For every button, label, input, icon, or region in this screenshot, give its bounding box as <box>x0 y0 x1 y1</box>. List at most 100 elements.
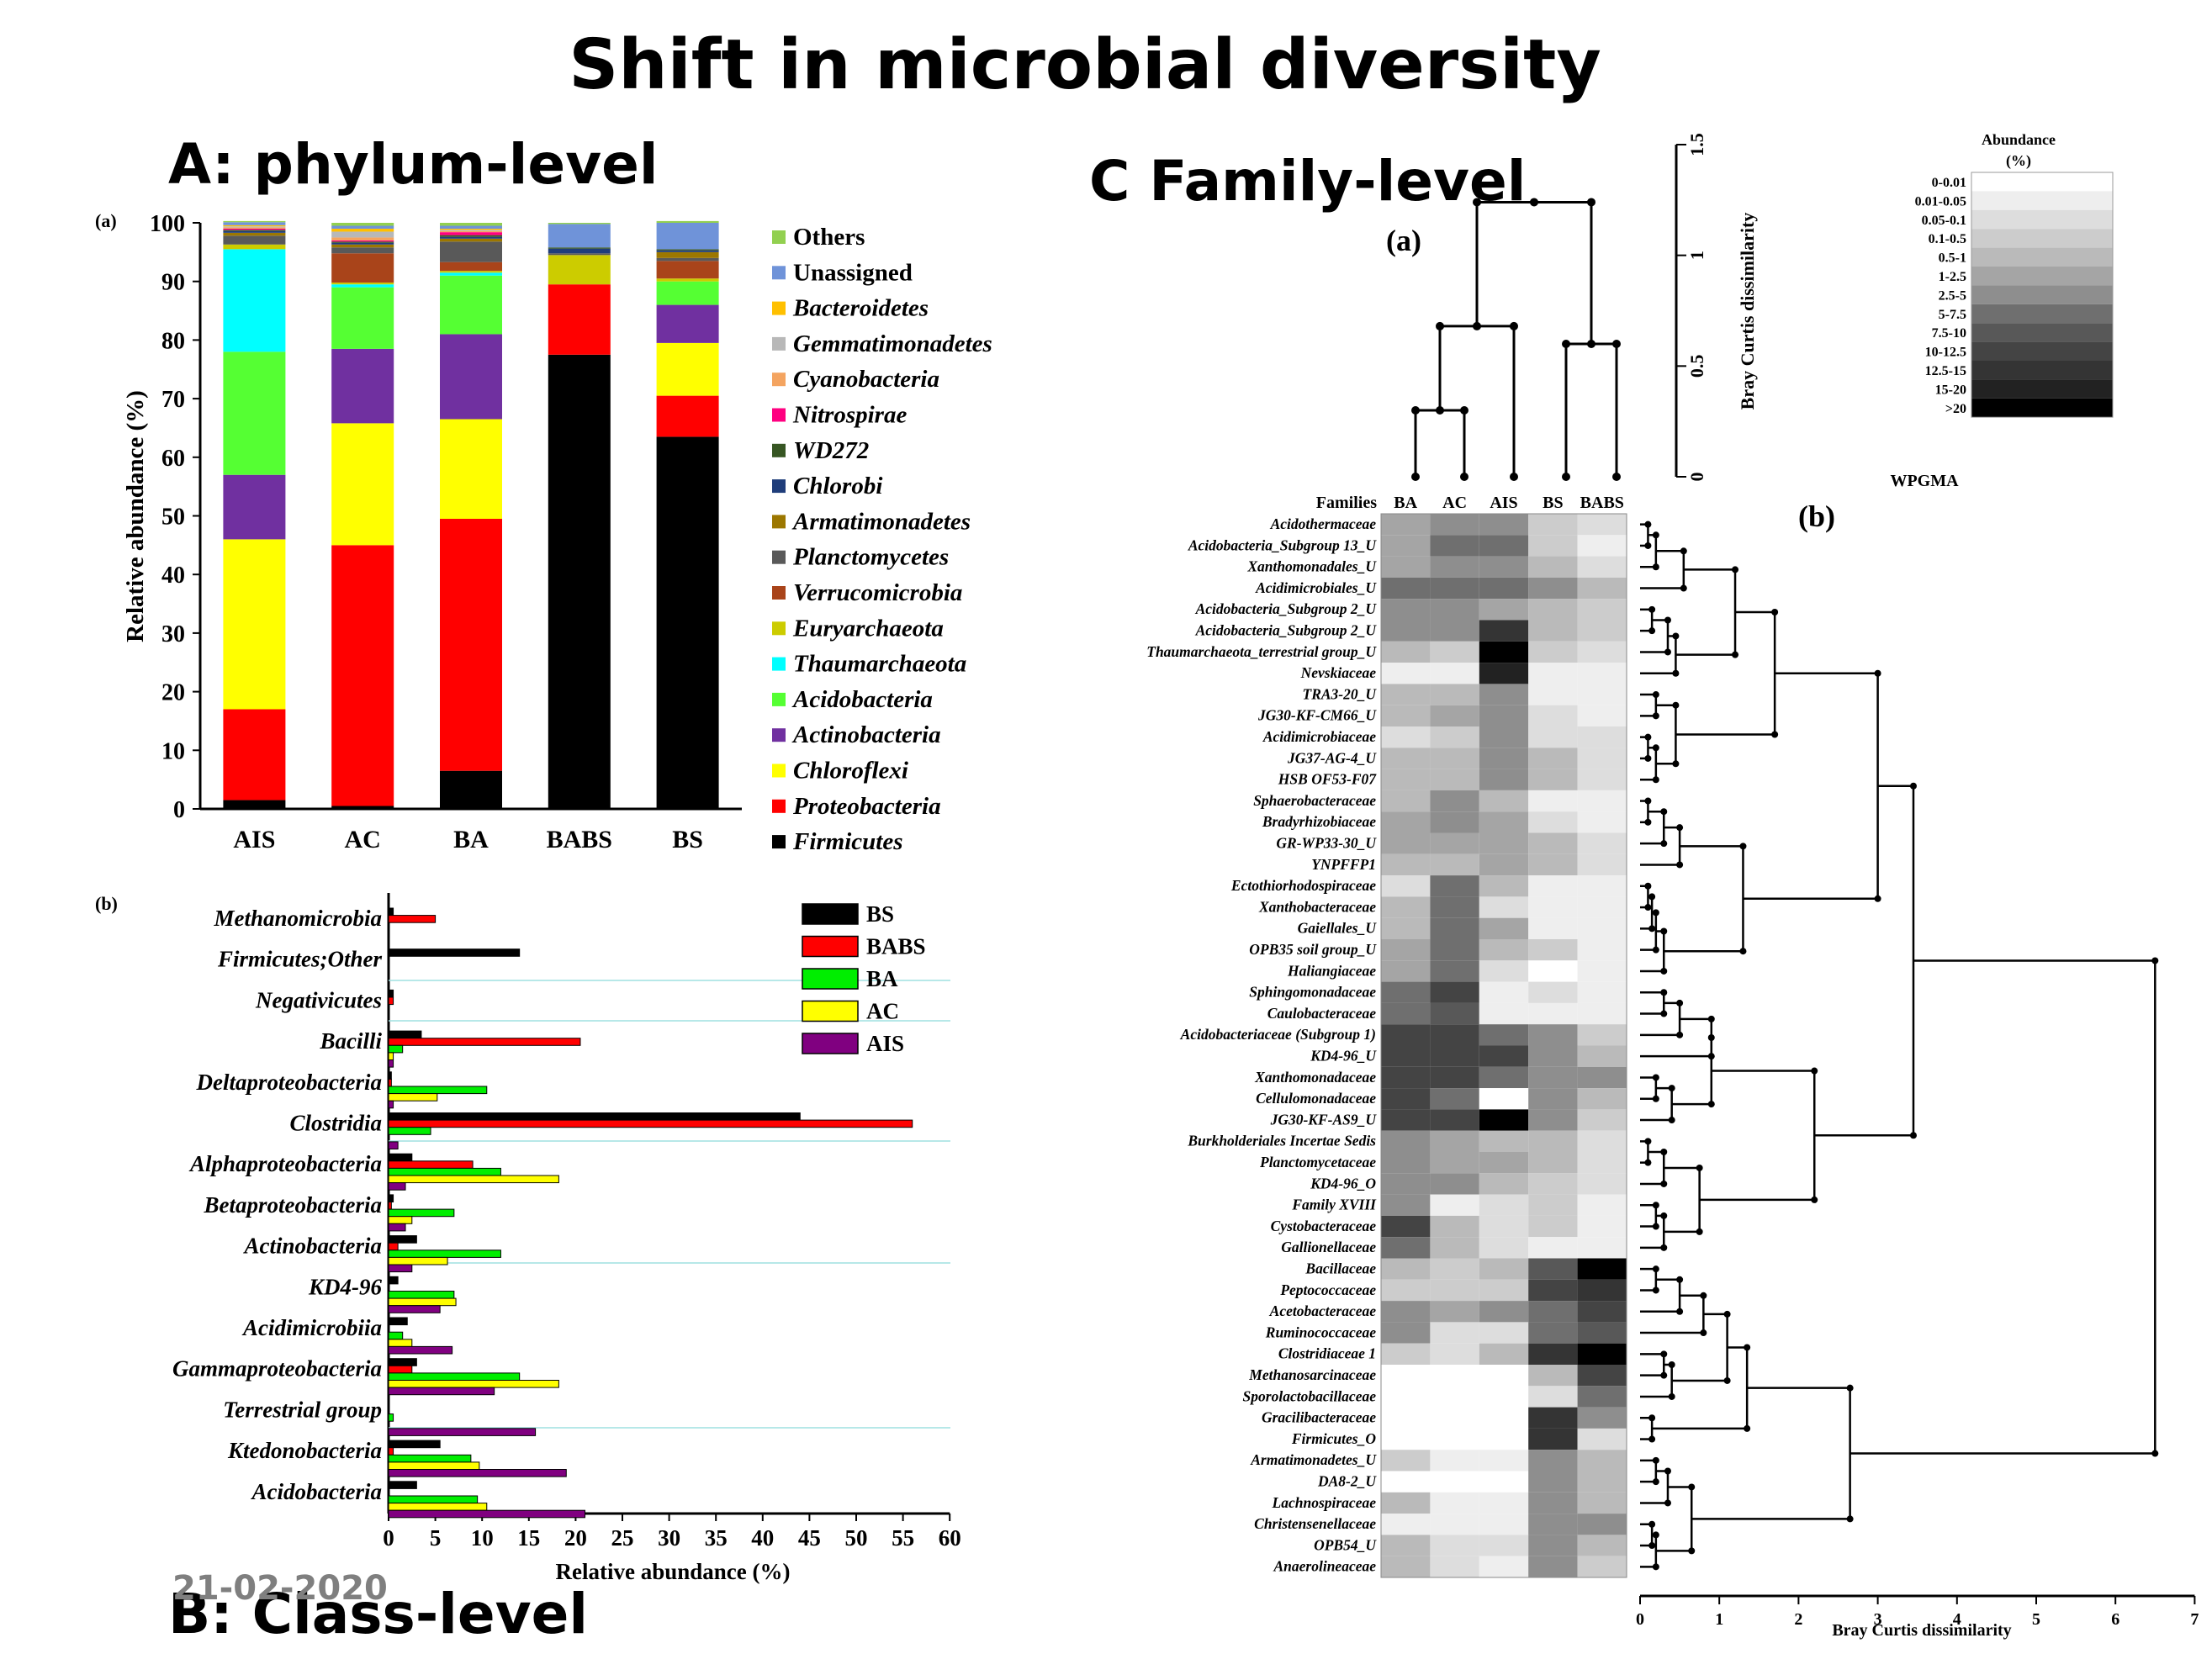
row-dendrogram-node <box>1652 909 1659 917</box>
heatmap-cell <box>1479 641 1529 663</box>
heatmap-cell <box>1381 577 1431 600</box>
class-bar <box>388 1208 455 1218</box>
heatmap-cell <box>1430 684 1479 705</box>
heatmap-cell <box>1479 1386 1529 1408</box>
phylum-section-label: A: phylum-level <box>168 132 659 197</box>
heatmap-cell <box>1479 1343 1529 1365</box>
phylum-bar-segment <box>656 436 719 809</box>
phylum-bar-segment <box>331 244 394 248</box>
heatmap-cell <box>1381 1279 1431 1302</box>
heatmap-column-label: BABS <box>1580 494 1624 512</box>
bottom-dendrogram-tick-label: 6 <box>2111 1610 2119 1629</box>
heatmap-cell <box>1430 1279 1479 1302</box>
heatmap-row-label: Sphingomonadaceae <box>1249 984 1376 1001</box>
heatmap-cell <box>1479 1365 1529 1387</box>
phylum-bar-segment <box>223 230 286 233</box>
phylum-bar-segment <box>440 271 502 273</box>
heatmap-cell <box>1430 1258 1479 1280</box>
heatmap-row-label: Bacillaceae <box>1304 1260 1376 1277</box>
phylum-bar-segment <box>548 354 611 809</box>
class-bar <box>388 1509 586 1519</box>
heatmap-cell <box>1479 811 1529 833</box>
phylum-bar-segment <box>331 284 394 288</box>
heatmap-cell <box>1577 599 1627 621</box>
heatmap-cell <box>1577 1301 1627 1323</box>
heatmap-cell <box>1430 1471 1479 1493</box>
heatmap-cell <box>1430 1215 1479 1238</box>
heatmap-row-label: OPB54_U <box>1314 1536 1377 1553</box>
class-bar <box>388 1447 394 1456</box>
class-bar <box>388 1071 392 1080</box>
heatmap-cell <box>1479 1322 1529 1344</box>
heatmap-cell <box>1479 896 1529 918</box>
class-x-tick-label: 30 <box>658 1525 680 1551</box>
heatmap-cell <box>1430 1450 1479 1471</box>
row-dendrogram-node <box>1660 808 1668 816</box>
class-category-label: Firmicutes;Other <box>217 947 383 972</box>
top-dendrogram-node <box>1460 473 1468 481</box>
heatmap-cell <box>1479 1024 1529 1046</box>
legend-unit: (%) <box>2006 152 2031 170</box>
heatmap-cell <box>1430 1492 1479 1514</box>
row-dendrogram-node <box>1668 1392 1675 1400</box>
phylum-bar-segment <box>440 518 502 771</box>
row-dendrogram-node <box>1652 1202 1659 1209</box>
row-dendrogram-node <box>1707 1034 1715 1042</box>
heatmap-row-label: KD4-96_O <box>1310 1175 1376 1191</box>
class-bar <box>388 1428 537 1436</box>
legend-swatch <box>1971 341 2113 361</box>
row-dendrogram-node <box>1672 760 1680 768</box>
heatmap-cell <box>1528 1237 1578 1259</box>
row-dendrogram-node <box>1644 733 1652 741</box>
heatmap-cell <box>1528 1109 1578 1131</box>
heatmap-cell <box>1577 684 1627 705</box>
legend-swatch <box>1971 323 2113 342</box>
phylum-bar-segment <box>440 275 502 335</box>
phylum-bar-segment <box>331 253 394 283</box>
heatmap-row-label: Haliangiaceae <box>1287 962 1376 979</box>
row-dendrogram-node <box>1744 1424 1751 1432</box>
phylum-bar-segment <box>331 237 394 240</box>
class-bar <box>388 1093 438 1102</box>
heatmap-cell <box>1430 748 1479 769</box>
heatmap-cell <box>1528 1002 1578 1025</box>
class-bar <box>388 1127 431 1135</box>
heatmap-cell <box>1381 811 1431 833</box>
phylum-bar-segment <box>331 225 394 229</box>
heatmap-cell <box>1430 641 1479 663</box>
heatmap-row-label: JG37-AG-4_U <box>1287 749 1377 766</box>
class-bar <box>388 1461 480 1471</box>
heatmap-cell <box>1577 960 1627 982</box>
heatmap-cell <box>1577 832 1627 854</box>
heatmap-cell <box>1528 535 1578 557</box>
top-dendrogram-node <box>1562 473 1570 481</box>
heatmap-row-label: Burkholderiales Incertae Sedis <box>1187 1133 1376 1149</box>
phylum-y-tick-label: 30 <box>161 621 185 647</box>
heatmap-cell <box>1430 726 1479 748</box>
row-dendrogram-node <box>1652 1287 1659 1294</box>
heatmap-cell <box>1430 875 1479 897</box>
heatmap-cell <box>1430 1173 1479 1195</box>
heatmap-row-label: Methanosarcinaceae <box>1248 1366 1376 1383</box>
row-dendrogram-node <box>1652 691 1659 699</box>
phylum-bar-segment <box>440 223 502 226</box>
class-bar <box>388 1235 417 1244</box>
phylum-bar-segment <box>223 800 286 809</box>
phylum-legend-label: WD272 <box>793 437 869 464</box>
legend-swatch <box>1971 172 2113 192</box>
phylum-bar-segment <box>223 244 286 250</box>
heatmap-cell <box>1430 577 1479 600</box>
row-dendrogram-node <box>1648 1520 1656 1528</box>
heatmap-cell <box>1577 917 1627 939</box>
class-bar <box>388 1160 474 1169</box>
row-dendrogram-node <box>1660 989 1668 996</box>
phylum-legend-swatch <box>772 692 786 706</box>
heatmap-cell <box>1381 1450 1431 1471</box>
heatmap-cell <box>1528 514 1578 536</box>
class-bar <box>388 1112 801 1121</box>
class-x-axis-label: Relative abundance (%) <box>556 1559 791 1584</box>
heatmap-cell <box>1381 1535 1431 1556</box>
heatmap-cell <box>1528 896 1578 918</box>
bottom-dendrogram-tick-label: 5 <box>2032 1610 2040 1629</box>
phylum-bar-segment <box>440 241 502 262</box>
